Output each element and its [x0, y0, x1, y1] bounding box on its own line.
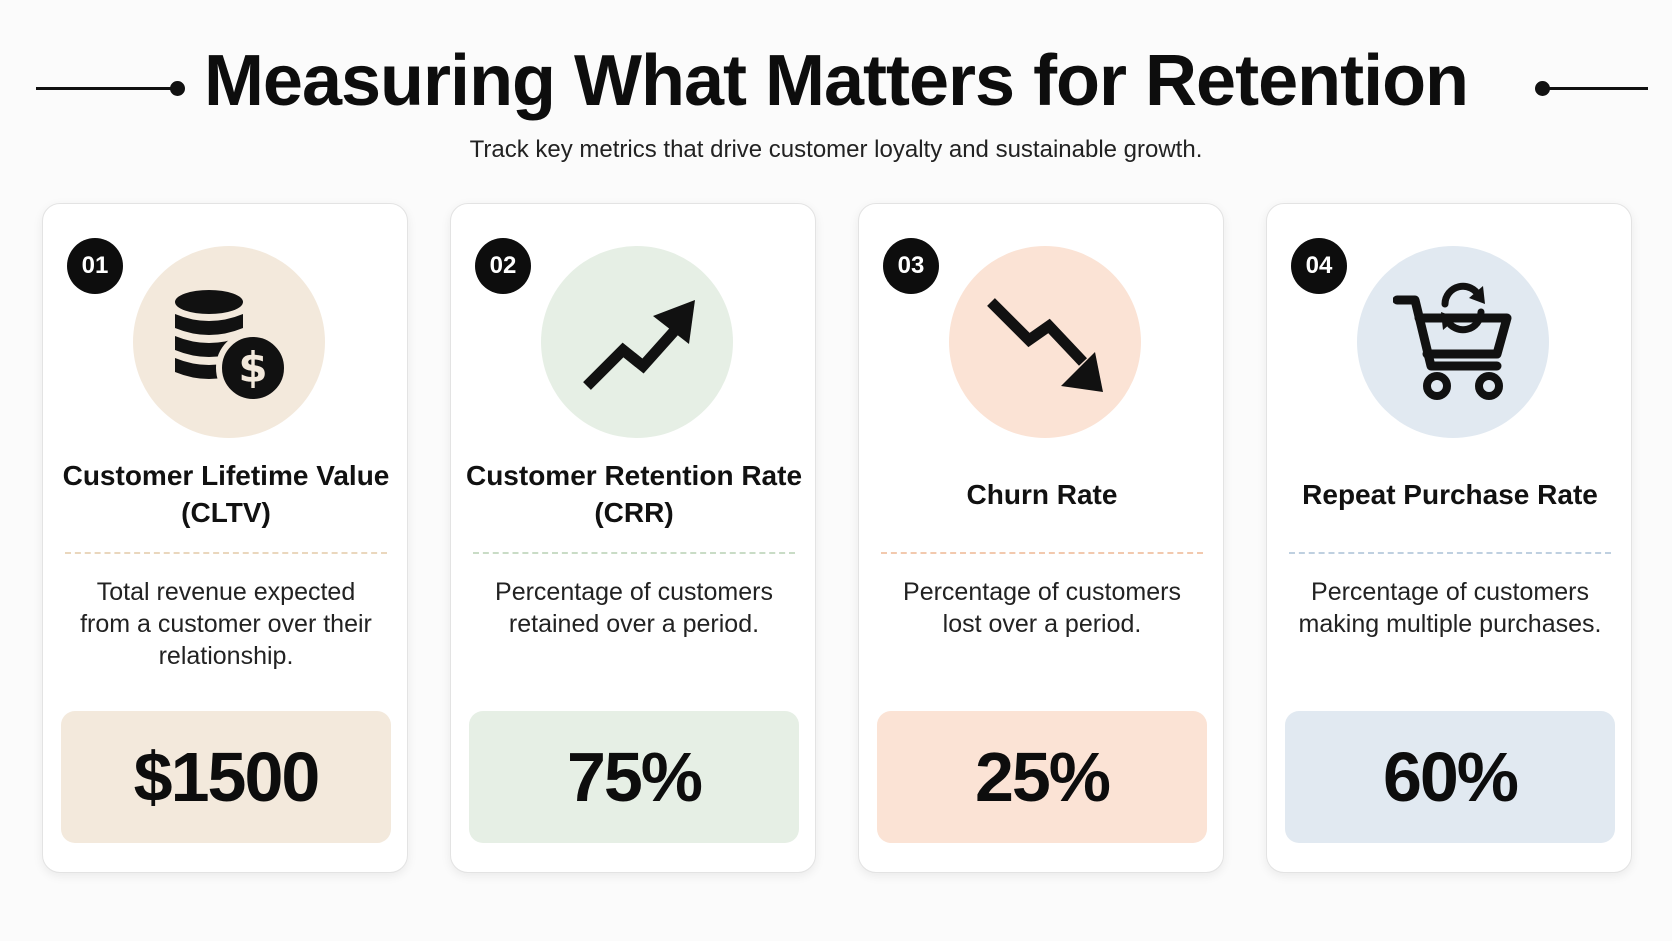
- svg-text:$: $: [238, 343, 267, 392]
- card-description: Percentage of customers lost over a peri…: [903, 578, 1181, 638]
- rule-dot: [170, 81, 185, 96]
- rule-dot: [1535, 81, 1550, 96]
- card-title: Customer Lifetime Value (CLTV): [62, 460, 390, 528]
- icon-circle: [541, 246, 733, 438]
- header: Measuring What Matters for Retention Tra…: [0, 0, 1672, 180]
- card-number-badge: 04: [1291, 238, 1347, 294]
- card-description: Percentage of customers retained over a …: [495, 578, 773, 638]
- metric-value: 75%: [469, 711, 799, 843]
- metric-value: 25%: [877, 711, 1207, 843]
- card-title: Customer Retention Rate (CRR): [465, 460, 803, 528]
- cart-repeat-icon: [1393, 282, 1512, 400]
- card-title: Repeat Purchase Rate: [1302, 478, 1598, 510]
- page-title: Measuring What Matters for Retention: [203, 41, 1469, 121]
- title-rule-right: [1535, 81, 1648, 96]
- card-number-badge: 01: [67, 238, 123, 294]
- card-divider: [1289, 552, 1611, 554]
- title-rule-left: [36, 81, 185, 96]
- metric-card-repeat-purchase: 04 Repeat Purchase Rate Percentage of cu…: [1266, 203, 1632, 873]
- metric-card-churn: 03 Churn Rate Percentage of customers lo…: [858, 203, 1224, 873]
- icon-circle: [949, 246, 1141, 438]
- card-title: Churn Rate: [966, 478, 1118, 510]
- metric-card-cltv: 01 $ Customer Lifetime Value (CLTV) Tota…: [42, 203, 408, 873]
- metric-value: $1500: [61, 711, 391, 843]
- coins-dollar-icon: $: [175, 290, 289, 402]
- icon-circle: $: [133, 246, 325, 438]
- card-divider: [881, 552, 1203, 554]
- card-number-badge: 03: [883, 238, 939, 294]
- trend-up-arrow-icon: [583, 300, 695, 390]
- page-subtitle: Track key metrics that drive customer lo…: [469, 136, 1203, 163]
- trend-down-arrow-icon: [987, 298, 1103, 392]
- metric-card-crr: 02 Customer Retention Rate (CRR) Percent…: [450, 203, 816, 873]
- metric-value: 60%: [1285, 711, 1615, 843]
- card-description: Percentage of customers making multiple …: [1298, 578, 1602, 638]
- icon-circle: [1357, 246, 1549, 438]
- card-divider: [473, 552, 795, 554]
- card-description: Total revenue expected from a customer o…: [80, 578, 372, 670]
- card-divider: [65, 552, 387, 554]
- card-number-badge: 02: [475, 238, 531, 294]
